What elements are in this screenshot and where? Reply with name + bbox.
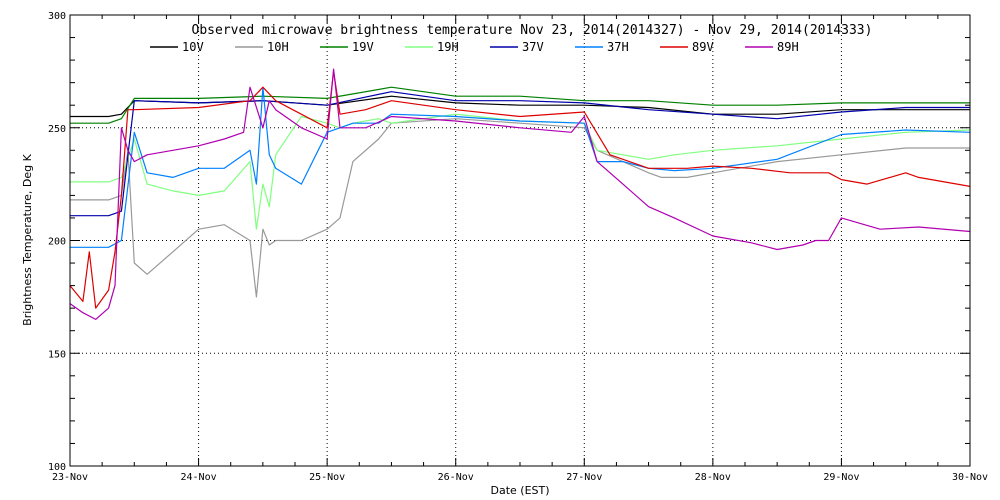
legend-label-10h: 10H — [267, 40, 289, 54]
y-tick-label: 300 — [48, 11, 66, 22]
series-line-89h — [69, 68, 971, 320]
y-tick-label: 200 — [48, 237, 66, 248]
x-tick-label: 27-Nov — [566, 472, 602, 483]
legend-label-37v: 37V — [522, 40, 544, 54]
series-line-37v — [70, 91, 970, 217]
legend-label-19v: 19V — [352, 40, 374, 54]
legend-label-10v: 10V — [182, 40, 204, 54]
y-axis-label: Brightness Temperature, Deg K — [21, 153, 34, 325]
x-tick-label: 23-Nov — [52, 472, 88, 483]
series-layer — [69, 68, 971, 320]
x-tick-label: 28-Nov — [695, 472, 731, 483]
ticks-layer: 23-Nov 24-Nov 25-Nov 26-Nov 27-Nov 28-Nov 29-N… — [48, 11, 988, 483]
y-tick-label: 150 — [48, 349, 66, 360]
y-tick-label: 250 — [48, 124, 66, 135]
legend-label-89v: 89V — [692, 40, 714, 54]
x-tick-label: 30-Nov — [952, 472, 988, 483]
x-tick-label: 25-Nov — [309, 472, 345, 483]
x-axis-label: Date (EST) — [490, 484, 549, 497]
legend-label-37h: 37H — [607, 40, 629, 54]
legend-label-89h: 89H — [777, 40, 799, 54]
series-line-19v — [70, 86, 970, 124]
legend-label-19h: 19H — [437, 40, 459, 54]
series-line-10h — [70, 118, 970, 298]
chart-title: Observed microwave brightness temperatur… — [192, 23, 873, 38]
legend: 10V 10H 19V 19H 37V 37H 89V 89H — [150, 40, 799, 54]
x-tick-label: 29-Nov — [823, 472, 859, 483]
x-tick-label: 24-Nov — [181, 472, 217, 483]
x-tick-label: 26-Nov — [438, 472, 474, 483]
y-tick-label: 100 — [48, 462, 66, 473]
